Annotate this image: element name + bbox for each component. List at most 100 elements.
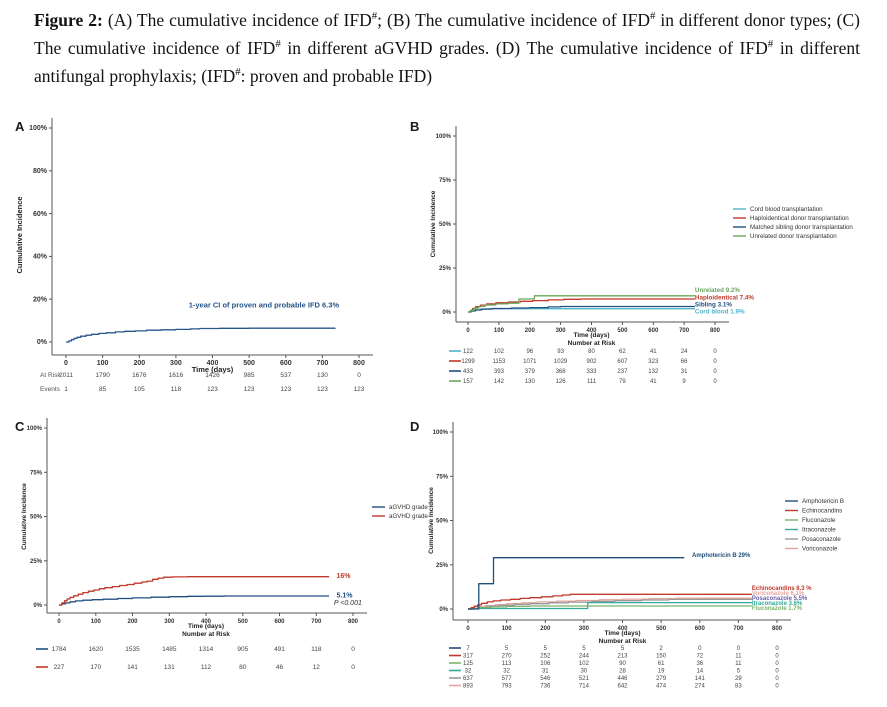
x-tick-label: 100 <box>494 328 505 334</box>
risk-value: 2 <box>659 646 663 652</box>
risk-value: 985 <box>244 372 255 379</box>
risk-value: 905 <box>237 646 248 653</box>
caption-segment: (A) The cumulative incidence of IFD <box>107 10 372 30</box>
risk-value: 170 <box>90 664 101 671</box>
risk-table-title: Number at Risk <box>182 631 230 638</box>
risk-value: 1485 <box>162 646 177 653</box>
risk-value: 0 <box>775 684 779 690</box>
risk-value: 141 <box>695 676 706 682</box>
risk-value: 2011 <box>59 372 73 379</box>
risk-value: 893 <box>463 684 474 690</box>
risk-value: 102 <box>579 661 590 667</box>
caption-segment: Figure 2: <box>34 10 108 30</box>
risk-value: 446 <box>617 676 628 682</box>
x-axis-title: Time (days) <box>604 630 640 637</box>
risk-value: 1426 <box>205 372 220 379</box>
caption-superscript: # <box>371 10 378 23</box>
risk-value: 227 <box>54 664 65 671</box>
y-axis-title: Cumulative Incidence <box>21 483 28 550</box>
risk-value: 714 <box>579 684 590 690</box>
risk-value: 521 <box>579 676 590 682</box>
annotation: 1-year CI of proven and probable IFD 6.3… <box>189 301 340 310</box>
risk-value: 112 <box>201 664 212 671</box>
risk-value: 106 <box>540 661 551 667</box>
risk-value: 379 <box>525 369 536 375</box>
risk-value: 118 <box>171 386 182 393</box>
caption-superscript: # <box>275 38 281 51</box>
risk-value: 1071 <box>523 359 537 365</box>
x-axis-title: Time (days) <box>188 623 224 630</box>
risk-value: 252 <box>540 654 551 660</box>
risk-value: 793 <box>502 684 513 690</box>
risk-value: 79 <box>619 379 626 385</box>
annotation: Voriconazole 6.1% <box>752 591 805 597</box>
risk-value: 1299 <box>461 359 475 365</box>
annotation: 5.1% <box>337 592 354 599</box>
x-tick-label: 400 <box>617 626 628 632</box>
x-axis-title: Time (days) <box>192 365 234 374</box>
caption-segment: in different donor types; (C) The cumula… <box>34 10 860 58</box>
caption-superscript: # <box>767 38 774 51</box>
risk-value: 123 <box>280 386 291 393</box>
x-tick-label: 0 <box>57 619 61 625</box>
legend-label: Echinocandins <box>802 508 842 515</box>
risk-value: 123 <box>244 386 255 393</box>
risk-value: 5 <box>621 646 625 652</box>
risk-value: 0 <box>775 669 779 675</box>
risk-table-title: Number at Risk <box>568 340 616 347</box>
x-tick-label: 700 <box>733 626 744 632</box>
risk-value: 0 <box>775 654 779 660</box>
series-agvhd-grade-0-2 <box>59 595 330 606</box>
risk-value: 5 <box>505 646 509 652</box>
risk-value: 491 <box>274 646 285 653</box>
risk-value: 93 <box>557 349 564 355</box>
legend-label: Posaconazole <box>802 536 841 543</box>
risk-value: 0 <box>775 676 779 682</box>
risk-value: 902 <box>586 359 597 365</box>
risk-value: 279 <box>656 676 667 682</box>
risk-value: 132 <box>648 369 659 375</box>
risk-value: 1029 <box>554 359 568 365</box>
risk-value: 72 <box>696 654 703 660</box>
risk-value: 11 <box>735 654 742 660</box>
y-tick-label: 60% <box>33 211 48 218</box>
legend-label: Unrelated donor transplantation <box>750 233 837 240</box>
panel-d-plot: 0%25%50%75%100%0 100 200 300 400 500 600 700 800… <box>428 422 844 690</box>
legend-label: Itraconazole <box>802 527 836 534</box>
y-tick-label: 100% <box>29 125 48 132</box>
y-tick-label: 80% <box>33 168 48 175</box>
annotation: Haploidentical 7.4% <box>695 294 755 301</box>
risk-value: 14 <box>696 669 703 675</box>
x-tick-label: 800 <box>348 619 359 625</box>
risk-value: 1616 <box>169 372 184 379</box>
risk-value: 0 <box>698 646 702 652</box>
risk-value: 5 <box>582 646 586 652</box>
legend-label: Amphotericin B <box>802 498 844 505</box>
risk-value: 736 <box>540 684 551 690</box>
caption-superscript: # <box>649 10 656 23</box>
panel-b: B 0% 25% 50% 75% 100% 0 100 200 300 400 500 600 700 8… <box>405 113 887 405</box>
caption-segment: in different aGVHD grades. (D) The cumul… <box>280 38 768 58</box>
x-tick-label: 600 <box>695 626 706 632</box>
risk-value: 66 <box>681 359 688 365</box>
risk-value: 0 <box>357 372 361 379</box>
annotation: 16% <box>337 573 352 580</box>
risk-value: 270 <box>502 654 513 660</box>
legend-label: aGVHD grade 3-4 <box>389 513 430 520</box>
risk-value: 11 <box>735 661 742 667</box>
series-haploidentical-donor-transplantation <box>468 298 695 313</box>
x-tick-label: 100 <box>97 360 109 367</box>
x-tick-label: 200 <box>525 328 536 334</box>
risk-value: 141 <box>127 664 138 671</box>
series-proven-and-probable-ifd <box>66 327 336 343</box>
risk-value: 577 <box>502 676 513 682</box>
risk-value: 123 <box>317 386 328 393</box>
x-tick-label: 200 <box>540 626 551 632</box>
risk-value: 274 <box>695 684 706 690</box>
risk-value: 1790 <box>95 372 110 379</box>
risk-value: 24 <box>681 349 688 355</box>
risk-value: 113 <box>502 661 512 667</box>
risk-table-title: Number at Risk <box>599 638 647 645</box>
annotation: Unrelated 9.2% <box>695 287 741 294</box>
